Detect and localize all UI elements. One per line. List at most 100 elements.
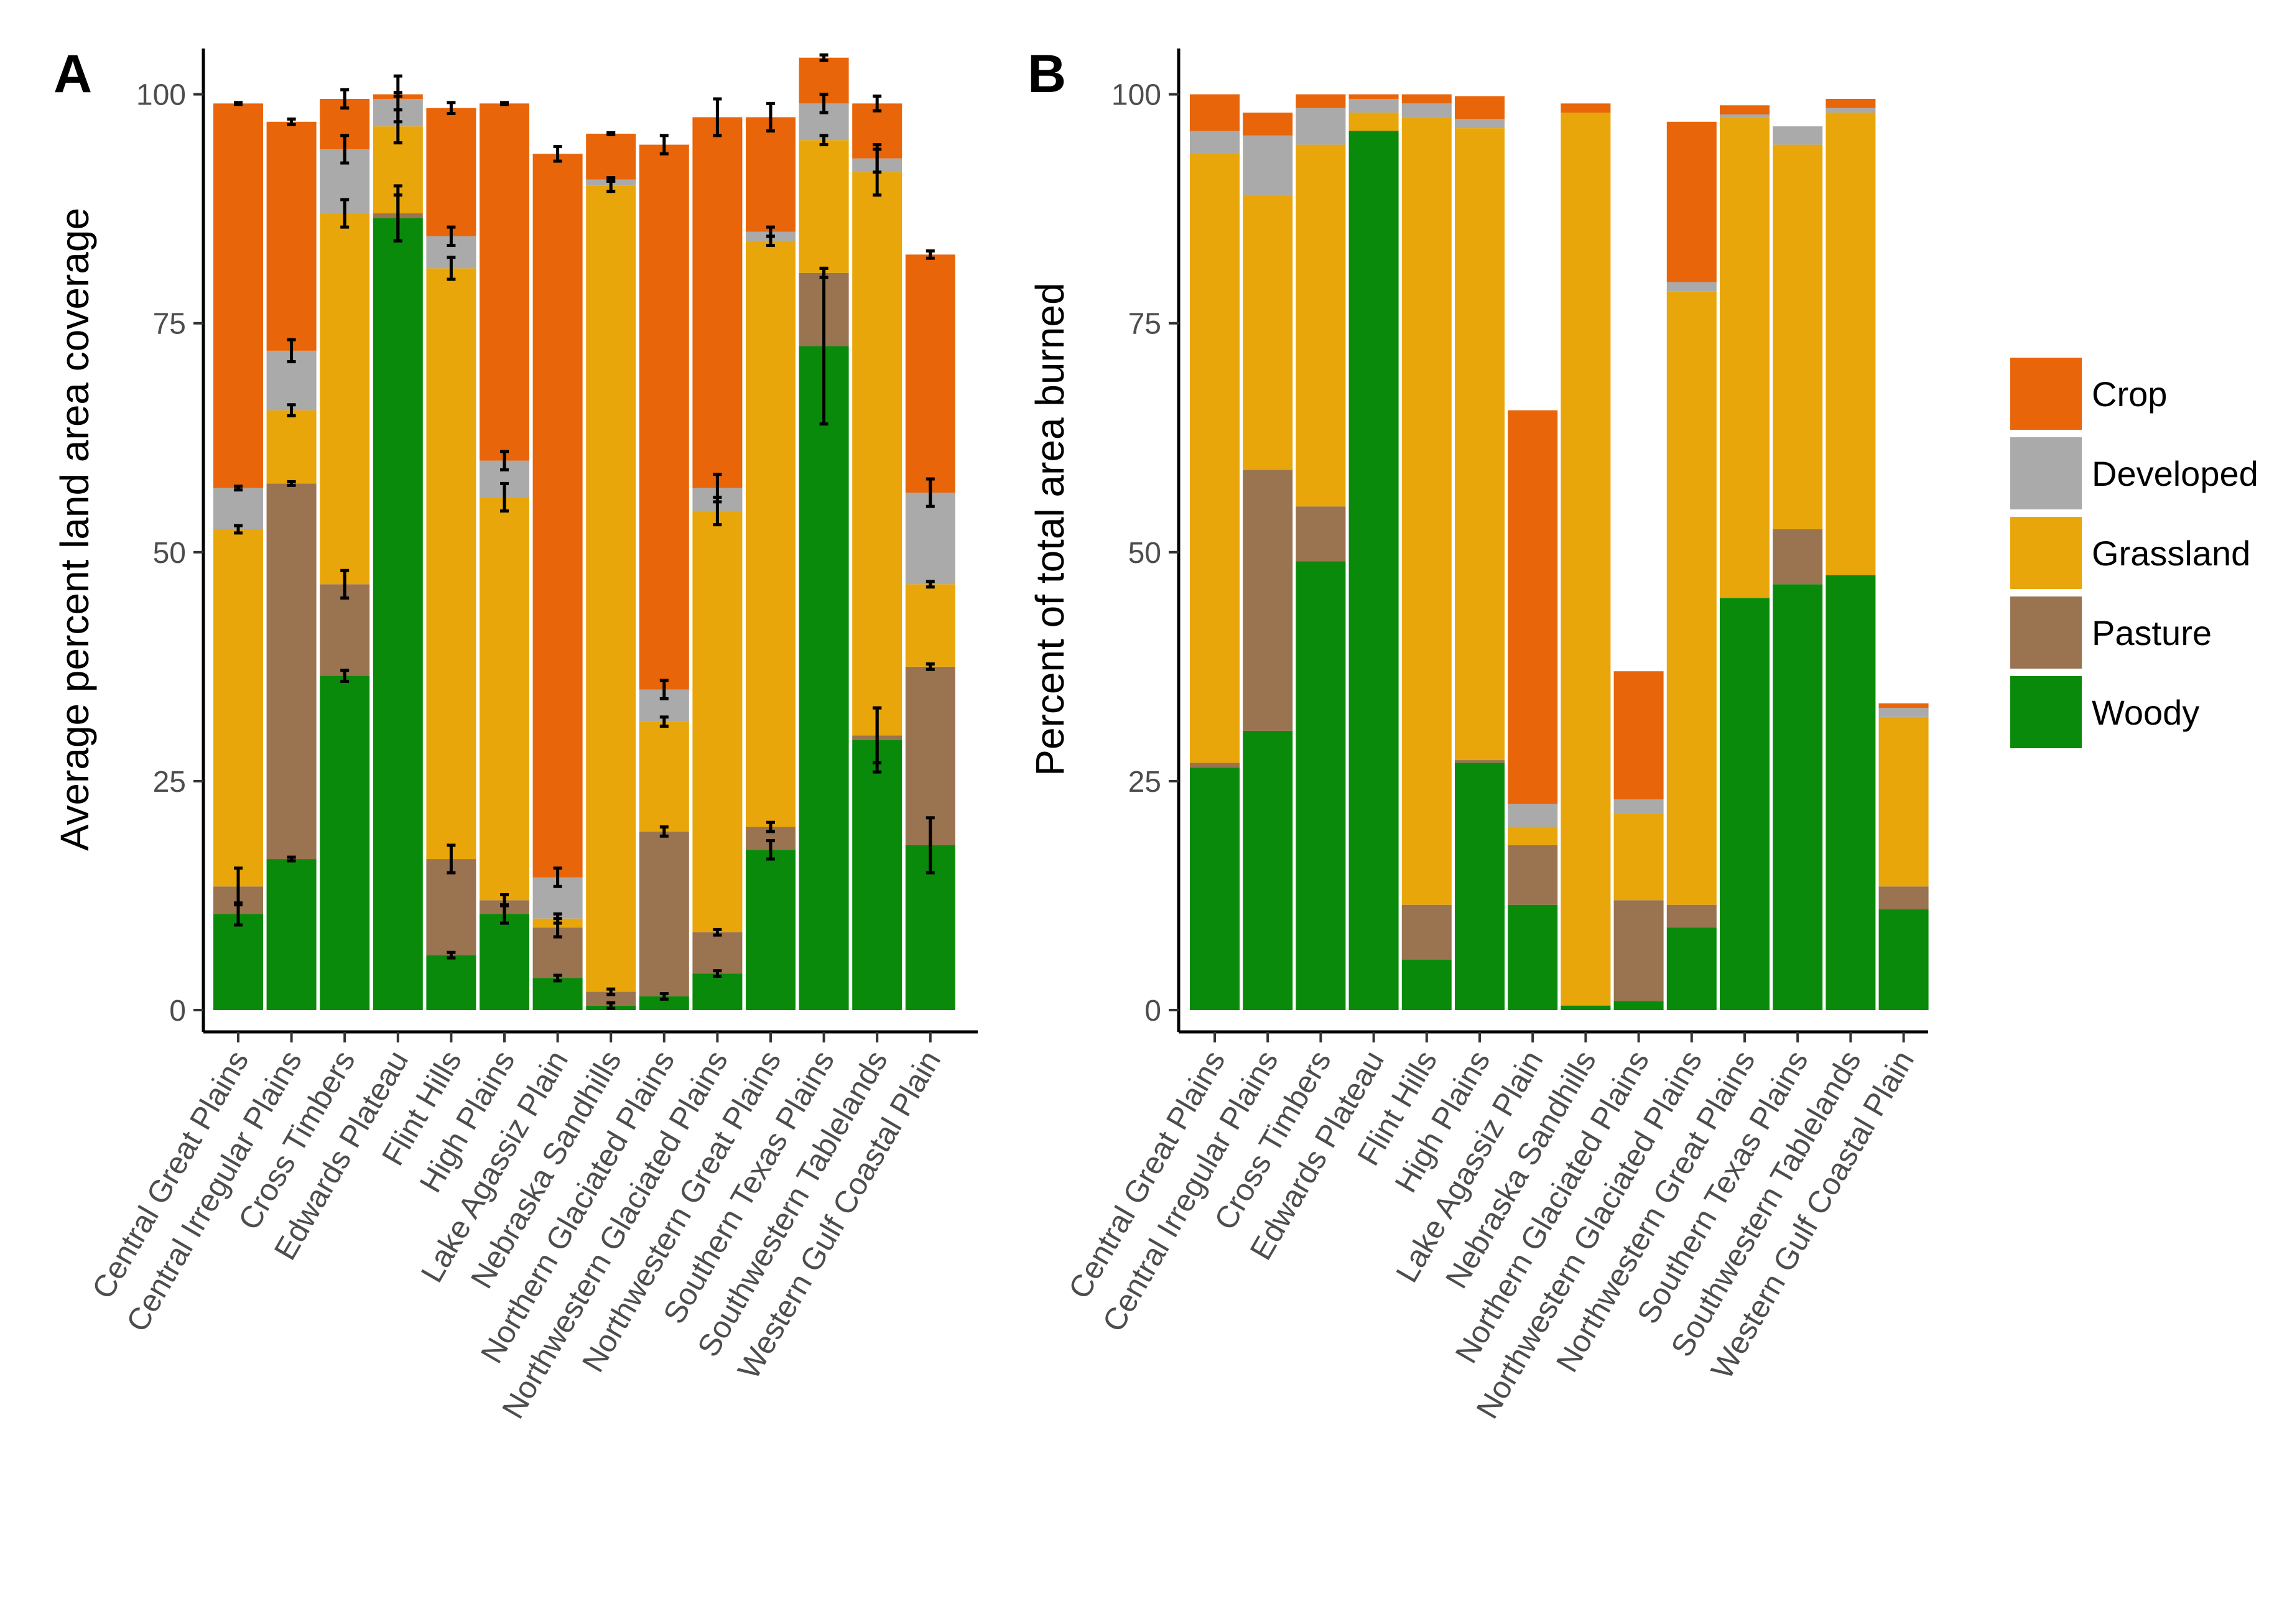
panel-a-error-bar-pasture-cross-timbers xyxy=(340,568,350,600)
panel-a-y-tick-label-75: 75 xyxy=(153,308,186,341)
panel-b-bar-developed-flint-hills xyxy=(1401,103,1452,118)
panel-a-error-bar-pasture-northern-glaciated-plains xyxy=(659,825,669,838)
panel-a-error-bar-crop-central-great-plains xyxy=(234,101,243,106)
panel-b-bar-crop-northwestern-great-plains xyxy=(1720,105,1770,115)
panel-b-bar-woody-northwestern-glaciated-plains xyxy=(1666,927,1717,1010)
panel-a-error-bar-developed-edwards-plateau xyxy=(393,74,402,124)
panel-a-error-bars xyxy=(234,53,935,1010)
panel-a-error-bar-crop-flint-hills xyxy=(447,101,456,116)
panel-a-error-bar-woody-central-irregular-plains xyxy=(287,855,296,863)
panel-a-bar-woody-central-great-plains xyxy=(213,914,263,1010)
legend-key-crop xyxy=(2010,358,2082,430)
panel-a-bar-crop-nebraska-sandhills xyxy=(586,133,636,180)
panel-a-error-bar-grassland-northern-glaciated-plains xyxy=(659,715,669,728)
legend-label-crop: Crop xyxy=(2092,374,2167,414)
panel-a-bar-grassland-southwestern-tablelands xyxy=(852,172,902,736)
panel-a-bar-developed-central-great-plains xyxy=(213,488,263,529)
panel-a-error-bar-grassland-western-gulf-coastal-plain xyxy=(926,580,935,589)
panel-b-bar-woody-flint-hills xyxy=(1401,960,1452,1010)
legend-label-grassland: Grassland xyxy=(2092,534,2250,573)
panel-a-error-bar-crop-southern-texas-plains xyxy=(819,53,828,62)
panel-b-bar-woody-central-irregular-plains xyxy=(1243,730,1293,1010)
panel-a-bar-grassland-nebraska-sandhills xyxy=(586,185,636,992)
panel-a-bar-woody-northern-glaciated-plains xyxy=(639,996,689,1010)
panel-b-bar-grassland-nebraska-sandhills xyxy=(1561,113,1611,1006)
panel-a-bar-woody-southwestern-tablelands xyxy=(852,740,902,1010)
panel-b-bar-developed-northwestern-great-plains xyxy=(1720,114,1770,118)
panel-b-bar-developed-northwestern-glaciated-plains xyxy=(1666,282,1717,292)
panel-b-bar-developed-central-irregular-plains xyxy=(1243,135,1293,195)
panel-b: B Percent of total area burned 0 25 50 75 10… xyxy=(1028,44,1929,1424)
panel-a-error-bar-crop-central-irregular-plains xyxy=(287,117,296,126)
panel-b-bars xyxy=(1190,94,1929,1010)
panel-b-bar-grassland-cross-timbers xyxy=(1296,144,1346,507)
panel-a-bar-woody-cross-timbers xyxy=(320,675,370,1010)
panel-a-error-bar-crop-nebraska-sandhills xyxy=(606,131,616,136)
panel-a-error-bar-woody-cross-timbers xyxy=(340,669,350,683)
panel-a-error-bar-developed-lake-agassiz-plain xyxy=(553,866,562,888)
panel-a-error-bar-developed-flint-hills xyxy=(447,225,456,248)
panel-a-error-bar-developed-nebraska-sandhills xyxy=(606,176,616,183)
panel-b-bar-developed-southwestern-tablelands xyxy=(1826,108,1876,113)
panel-a-error-bar-crop-western-gulf-coastal-plain xyxy=(926,249,935,260)
panel-a-error-bar-grassland-southern-texas-plains xyxy=(819,134,828,147)
panel-a-bar-crop-western-gulf-coastal-plain xyxy=(905,254,955,493)
panel-b-bar-developed-southern-texas-plains xyxy=(1773,126,1823,145)
panel-b-bar-woody-northern-glaciated-plains xyxy=(1613,1001,1664,1010)
panel-a-bar-crop-central-irregular-plains xyxy=(266,121,317,351)
panel-a-bar-pasture-central-irregular-plains xyxy=(266,483,317,860)
panel-a-error-bar-developed-cross-timbers xyxy=(340,134,350,165)
panel-b-bar-pasture-high-plains xyxy=(1455,760,1505,763)
panel-b-bar-pasture-southern-texas-plains xyxy=(1773,529,1823,585)
panel-a-error-bar-pasture-western-gulf-coastal-plain xyxy=(926,662,935,671)
panel-b-bar-grassland-northwestern-glaciated-plains xyxy=(1666,291,1717,905)
panel-b-bar-grassland-edwards-plateau xyxy=(1348,113,1399,131)
panel-a-error-bar-crop-lake-agassiz-plain xyxy=(553,145,562,163)
panel-b-bar-pasture-northwestern-glaciated-plains xyxy=(1666,904,1717,928)
panel-b-bar-grassland-southern-texas-plains xyxy=(1773,144,1823,530)
panel-b-bar-grassland-northwestern-great-plains xyxy=(1720,117,1770,598)
panel-a-error-bar-crop-southwestern-tablelands xyxy=(873,95,882,113)
panel-b-bar-grassland-central-irregular-plains xyxy=(1243,195,1293,470)
panel-a-error-bar-developed-northwestern-great-plains xyxy=(766,225,775,238)
panel-b-bar-grassland-western-gulf-coastal-plain xyxy=(1878,717,1929,887)
panel-b-bar-crop-high-plains xyxy=(1455,96,1505,119)
panel-a-bar-grassland-northwestern-glaciated-plains xyxy=(692,511,743,932)
panel-a-error-bar-developed-southern-texas-plains xyxy=(819,93,828,114)
panel-a-error-bar-woody-northwestern-glaciated-plains xyxy=(713,969,722,978)
panel-a-error-bar-developed-northwestern-glaciated-plains xyxy=(713,473,722,504)
panel-a-bar-crop-central-great-plains xyxy=(213,103,263,488)
panel-a-bar-crop-northern-glaciated-plains xyxy=(639,144,689,690)
panel-b-bar-crop-northern-glaciated-plains xyxy=(1613,671,1664,800)
panel-a-error-bar-grassland-high-plains xyxy=(500,481,509,513)
panel-a-bar-pasture-northern-glaciated-plains xyxy=(639,831,689,996)
panel-b-bar-crop-lake-agassiz-plain xyxy=(1508,410,1558,804)
panel-a-error-bar-pasture-southwestern-tablelands xyxy=(873,706,882,764)
panel-b-bar-developed-cross-timbers xyxy=(1296,108,1346,145)
legend-key-developed xyxy=(2010,437,2082,509)
panel-a-bar-crop-high-plains xyxy=(480,103,529,461)
panel-b-bar-crop-cross-timbers xyxy=(1296,94,1346,108)
panel-a-bar-woody-southern-texas-plains xyxy=(799,346,849,1010)
panel-b-bar-pasture-central-great-plains xyxy=(1190,763,1240,768)
panel-a-error-bar-crop-cross-timbers xyxy=(340,88,350,110)
panel-b-bar-woody-cross-timbers xyxy=(1296,561,1346,1010)
panel-b-bar-pasture-northern-glaciated-plains xyxy=(1613,900,1664,1001)
panel-b-y-tick-label-50: 50 xyxy=(1128,537,1161,570)
panel-a-bar-woody-lake-agassiz-plain xyxy=(532,978,583,1010)
panel-a-bar-grassland-southern-texas-plains xyxy=(799,140,849,273)
panel-b-bar-pasture-western-gulf-coastal-plain xyxy=(1878,886,1929,910)
panel-a-error-bar-developed-central-great-plains xyxy=(234,485,243,492)
panel-b-bar-crop-northwestern-glaciated-plains xyxy=(1666,121,1717,282)
panel-a-letter: A xyxy=(53,44,92,104)
panel-b-bar-grassland-southwestern-tablelands xyxy=(1826,113,1876,575)
panel-a-y-axis-title: Average percent land area coverage xyxy=(52,208,97,851)
panel-a-error-bar-grassland-flint-hills xyxy=(447,256,456,281)
panel-a-error-bar-pasture-flint-hills xyxy=(447,843,456,875)
panel-a-error-bar-crop-northern-glaciated-plains xyxy=(659,134,669,155)
panel-a-bar-woody-high-plains xyxy=(480,914,529,1010)
panel-a-bar-grassland-flint-hills xyxy=(426,268,476,860)
panel-a-error-bar-woody-flint-hills xyxy=(447,950,456,960)
panel-a-y-tick-label-0: 0 xyxy=(169,995,186,1028)
